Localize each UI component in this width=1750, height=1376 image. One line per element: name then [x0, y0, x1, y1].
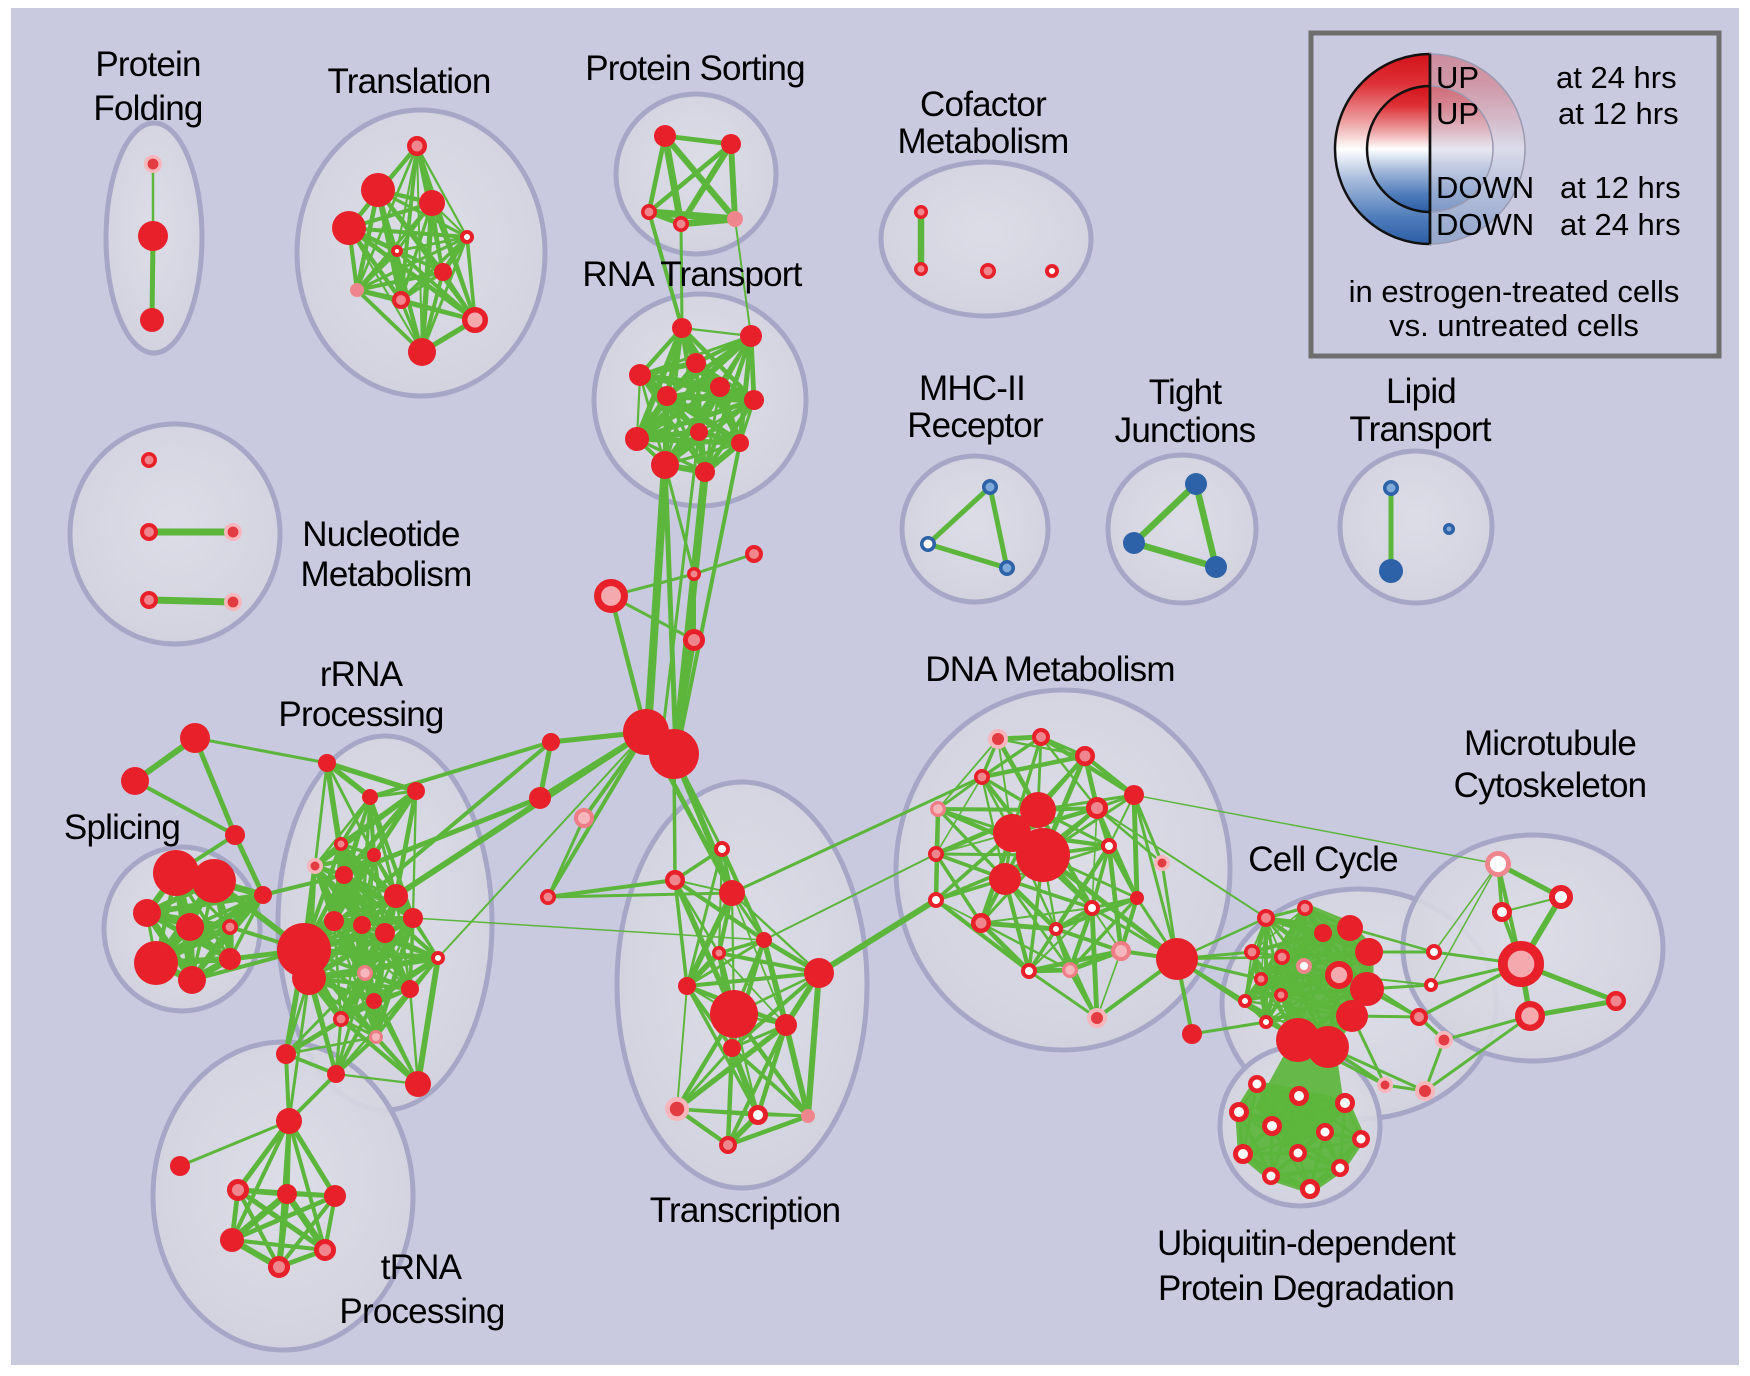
svg-text:rRNA: rRNA	[320, 655, 404, 694]
svg-text:Tight: Tight	[1149, 373, 1223, 412]
svg-text:tRNA: tRNA	[381, 1248, 463, 1287]
svg-text:Cofactor: Cofactor	[920, 85, 1047, 124]
svg-text:in estrogen-treated cells: in estrogen-treated cells	[1349, 274, 1680, 309]
svg-text:Ubiquitin-dependent: Ubiquitin-dependent	[1157, 1224, 1456, 1263]
svg-text:at 24 hrs: at 24 hrs	[1556, 60, 1677, 95]
svg-text:Splicing: Splicing	[64, 808, 180, 847]
svg-text:at 24 hrs: at 24 hrs	[1560, 207, 1681, 242]
svg-text:DNA Metabolism: DNA Metabolism	[925, 650, 1174, 689]
svg-text:UP: UP	[1436, 96, 1479, 131]
svg-text:Translation: Translation	[327, 62, 490, 101]
svg-text:DOWN: DOWN	[1436, 170, 1534, 205]
svg-text:Lipid: Lipid	[1386, 372, 1456, 411]
svg-text:UP: UP	[1436, 60, 1479, 95]
svg-text:at 12 hrs: at 12 hrs	[1560, 170, 1681, 205]
svg-text:Receptor: Receptor	[907, 406, 1044, 445]
svg-text:RNA Transport: RNA Transport	[582, 255, 802, 294]
svg-text:at 12 hrs: at 12 hrs	[1558, 96, 1679, 131]
svg-text:Transcription: Transcription	[650, 1191, 841, 1230]
svg-text:Cytoskeleton: Cytoskeleton	[1454, 766, 1647, 805]
svg-text:Junctions: Junctions	[1115, 411, 1256, 450]
svg-text:vs. untreated cells: vs. untreated cells	[1389, 308, 1639, 343]
svg-text:Protein Sorting: Protein Sorting	[585, 49, 805, 88]
svg-text:DOWN: DOWN	[1436, 207, 1534, 242]
svg-text:MHC-II: MHC-II	[919, 369, 1025, 408]
svg-text:Processing: Processing	[339, 1292, 504, 1331]
svg-text:Protein Degradation: Protein Degradation	[1158, 1269, 1454, 1308]
svg-text:Protein: Protein	[95, 45, 200, 84]
svg-text:Nucleotide: Nucleotide	[302, 515, 459, 554]
svg-text:Metabolism: Metabolism	[898, 122, 1069, 161]
svg-text:Transport: Transport	[1349, 410, 1491, 449]
svg-text:Cell Cycle: Cell Cycle	[1248, 840, 1398, 879]
svg-text:Folding: Folding	[93, 89, 202, 128]
svg-text:Microtubule: Microtubule	[1464, 724, 1636, 763]
svg-text:Processing: Processing	[278, 695, 443, 734]
svg-text:Metabolism: Metabolism	[301, 555, 472, 594]
